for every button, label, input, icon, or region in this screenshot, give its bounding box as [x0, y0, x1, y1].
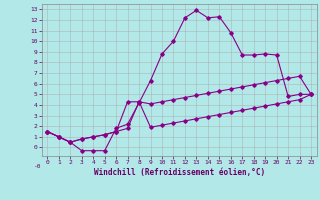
X-axis label: Windchill (Refroidissement éolien,°C): Windchill (Refroidissement éolien,°C) [94, 168, 265, 177]
Text: -0: -0 [34, 164, 42, 169]
